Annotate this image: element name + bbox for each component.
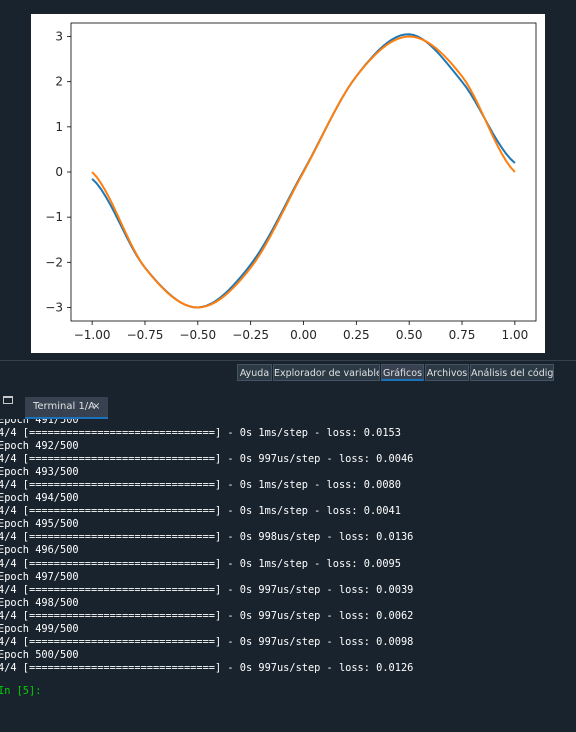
- y-tick-label: 1: [55, 120, 63, 134]
- y-tick-label: −3: [45, 300, 63, 314]
- console-line: 4/4 [==============================] - 0…: [0, 557, 401, 570]
- console-line: Epoch 496/500: [0, 544, 79, 557]
- x-tick-label: 0.00: [290, 328, 317, 342]
- terminal-tab-label: Terminal 1/A: [33, 401, 96, 412]
- console-header: Terminal 1/A ×: [0, 383, 576, 420]
- console-line: 4/4 [==============================] - 0…: [0, 479, 401, 492]
- console-prompt: In [5]:: [0, 685, 42, 697]
- console-line: 4/4 [==============================] - 0…: [0, 635, 414, 648]
- tab-explorador-de-variables[interactable]: Explorador de variables: [273, 364, 380, 381]
- y-tick-label: −1: [45, 210, 63, 224]
- y-tick-label: 0: [55, 165, 63, 179]
- console-line: Epoch 497/500: [0, 570, 79, 583]
- x-tick-label: 0.50: [396, 328, 423, 342]
- console-line: 4/4 [==============================] - 0…: [0, 453, 414, 466]
- tab-graficos[interactable]: Gráficos: [381, 364, 424, 381]
- x-tick-label: −1.00: [74, 328, 111, 342]
- tab-ayuda[interactable]: Ayuda: [237, 364, 272, 381]
- console-pane: Terminal 1/A × Epoch 491/500 4/4 [=======…: [0, 383, 576, 732]
- console-line: Epoch 500/500: [0, 648, 79, 661]
- plots-pane: −1.00 −0.75 −0.50 −0.25 0.00 0.25 0.50 0.75 1.00…: [0, 0, 576, 360]
- x-tick-label: −0.50: [179, 328, 216, 342]
- console-line: 4/4 [==============================] - 0…: [0, 427, 401, 440]
- console-line: 4/4 [==============================] - 0…: [0, 661, 414, 674]
- window-icon[interactable]: [3, 396, 13, 404]
- console-line: Epoch 491/500: [0, 419, 79, 426]
- console-line: Epoch 494/500: [0, 492, 79, 505]
- tab-analisis-del-codigo[interactable]: Análisis del código: [470, 364, 554, 381]
- x-tick-label: 1.00: [502, 328, 529, 342]
- x-tick-label: 0.25: [343, 328, 370, 342]
- y-tick-label: 2: [55, 75, 63, 89]
- console-line: Epoch 499/500: [0, 622, 79, 635]
- x-tick-label: 0.75: [449, 328, 476, 342]
- pane-tabs-bar: Ayuda Explorador de variables Gráficos A…: [0, 360, 576, 383]
- tab-archivos[interactable]: Archivos: [425, 364, 469, 381]
- console-scrollbar[interactable]: [570, 419, 576, 732]
- console-line: Epoch 493/500: [0, 466, 79, 479]
- console-line: 4/4 [==============================] - 0…: [0, 505, 401, 518]
- console-line: 4/4 [==============================] - 0…: [0, 531, 414, 544]
- console-output[interactable]: Epoch 491/500 4/4 [======================…: [0, 419, 576, 732]
- close-icon[interactable]: ×: [92, 401, 101, 412]
- line-chart: −1.00 −0.75 −0.50 −0.25 0.00 0.25 0.50 0.75 1.00…: [45, 22, 537, 342]
- x-tick-label: −0.75: [127, 328, 164, 342]
- y-tick-label: 3: [55, 30, 63, 44]
- plot-figure[interactable]: −1.00 −0.75 −0.50 −0.25 0.00 0.25 0.50 0.75 1.00…: [31, 14, 545, 353]
- console-line: Epoch 492/500: [0, 440, 79, 453]
- series-line-1: [91, 35, 516, 309]
- console-line: Epoch 498/500: [0, 596, 79, 609]
- console-line: 4/4 [==============================] - 0…: [0, 583, 414, 596]
- x-tick-label: −0.25: [232, 328, 269, 342]
- y-tick-label: −2: [45, 255, 63, 269]
- console-line: Epoch 495/500: [0, 518, 79, 531]
- console-lines: Epoch 491/500 4/4 [======================…: [0, 419, 413, 675]
- tab-terminal[interactable]: Terminal 1/A ×: [25, 397, 108, 419]
- console-line: 4/4 [==============================] - 0…: [0, 609, 414, 622]
